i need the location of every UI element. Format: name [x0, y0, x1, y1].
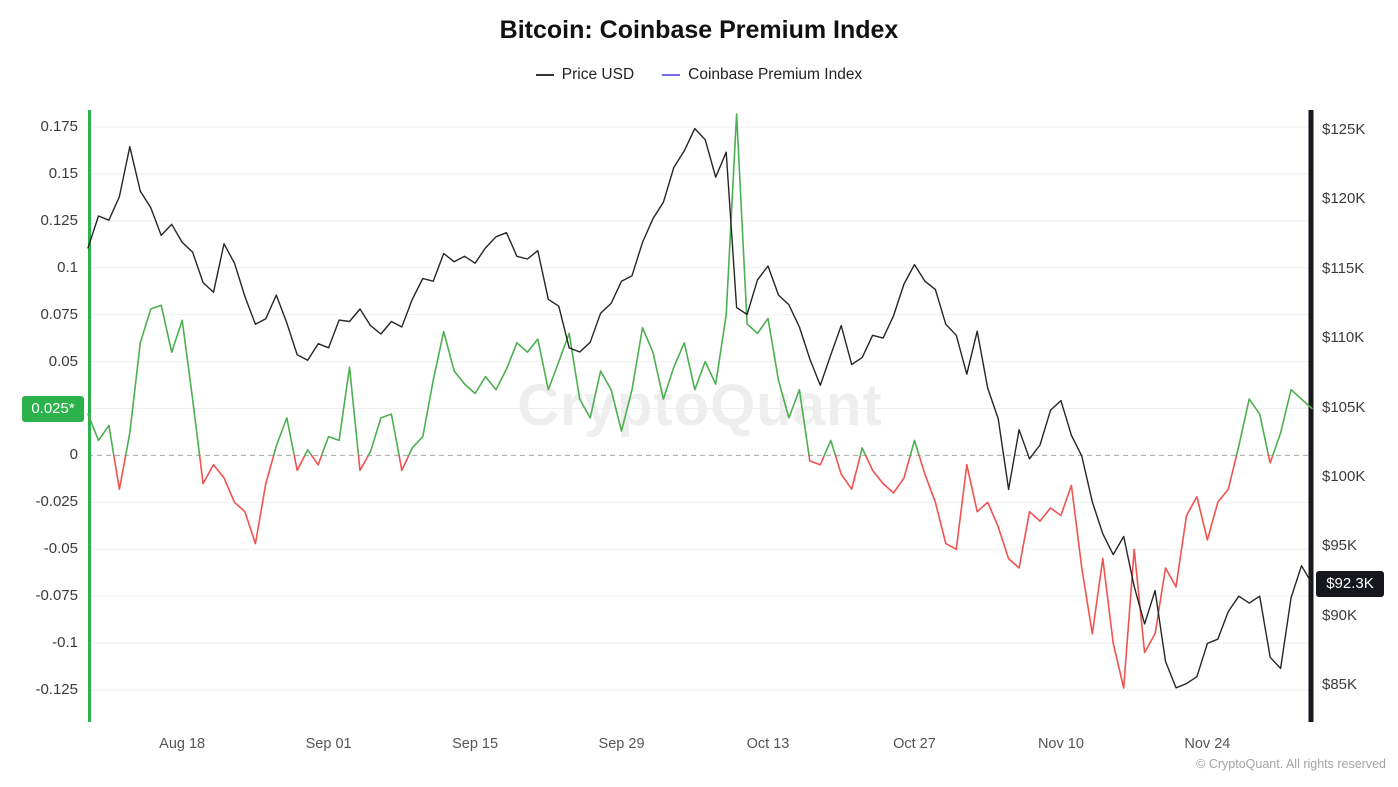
right-axis-tick-label: $120K: [1322, 190, 1366, 208]
right-axis-tick-label: $110K: [1322, 329, 1365, 347]
left-axis-tick-label: 0.05: [48, 352, 78, 370]
legend-item-premium[interactable]: Coinbase Premium Index: [662, 66, 862, 84]
left-axis-tick-label: 0.125: [40, 211, 78, 229]
right-axis-tick-label: $95K: [1322, 537, 1358, 555]
x-axis-tick-label: Oct 13: [746, 736, 790, 752]
left-axis-tick-label: -0.05: [43, 540, 78, 558]
premium-line-swatch-icon: [662, 73, 681, 77]
right-axis-tick-label: $100K: [1322, 467, 1366, 485]
left-axis-tick-label: 0.075: [40, 305, 78, 323]
right-axis-tick-label: $125K: [1322, 121, 1366, 138]
legend-label-price: Price USD: [561, 66, 635, 83]
right-axis-tick-label: $115K: [1322, 259, 1365, 277]
left-axis-tick-label: -0.025: [35, 493, 78, 511]
left-axis-tick-label: -0.075: [35, 587, 78, 605]
x-axis-tick-label: Nov 10: [1037, 736, 1084, 752]
price-line-swatch-icon: [535, 73, 554, 77]
price-current-badge: $92.3K: [1316, 570, 1384, 597]
left-axis-tick-label: 0.15: [48, 164, 78, 182]
x-axis-tick-label: Nov 24: [1184, 736, 1231, 752]
left-axis-tick-label: -0.1: [52, 634, 78, 652]
x-axis-tick-label: Aug 18: [159, 736, 206, 752]
premium-current-badge: 0.025*: [22, 395, 84, 422]
left-axis-tick-label: 0: [69, 446, 78, 464]
legend: Price USD Coinbase Premium Index: [0, 66, 1398, 84]
left-axis-tick-label: 0.1: [57, 258, 78, 276]
right-axis-tick-label: $90K: [1322, 606, 1358, 624]
legend-label-premium: Coinbase Premium Index: [688, 66, 863, 83]
copyright-note: © CryptoQuant. All rights reserved: [1196, 757, 1386, 771]
right-axis-tick-label: $105K: [1322, 398, 1366, 416]
left-axis-tick-label: -0.125: [35, 681, 78, 698]
x-axis-tick-label: Oct 27: [893, 736, 936, 752]
legend-item-price[interactable]: Price USD: [535, 66, 635, 84]
left-axis-tick-label: 0.175: [40, 118, 78, 135]
x-axis-tick-label: Sep 29: [598, 736, 645, 752]
x-axis-tick-label: Sep 01: [305, 736, 352, 752]
chart-title: Bitcoin: Coinbase Premium Index: [499, 16, 899, 44]
right-axis-tick-label: $85K: [1322, 676, 1358, 693]
x-axis-tick-label: Sep 15: [452, 736, 499, 752]
